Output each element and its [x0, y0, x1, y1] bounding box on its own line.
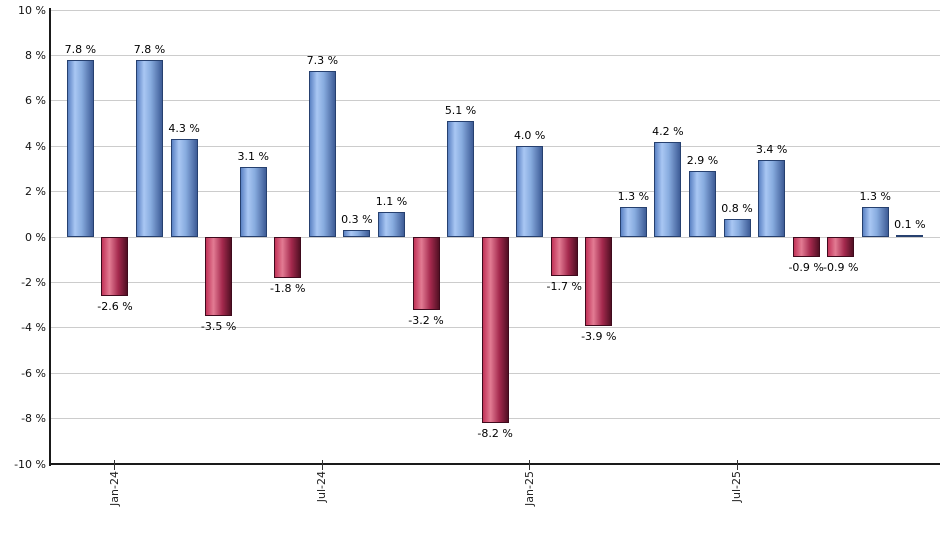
- bar-nov-25: [861, 207, 889, 237]
- y-axis-tick-label: -6 %: [21, 366, 46, 380]
- bar-aug-25: [758, 159, 786, 237]
- gridline-6: [49, 100, 940, 102]
- x-axis-tick-mark: [736, 460, 738, 470]
- bar-dec-24: [481, 237, 509, 424]
- bar-value-label: 4.2 %: [652, 124, 684, 138]
- bar-value-label: 0.3 %: [341, 213, 373, 227]
- bar-mar-25: [585, 237, 613, 326]
- y-axis-tick-label: -10 %: [14, 457, 46, 471]
- bar-value-label: 1.3 %: [617, 190, 650, 204]
- bar-may-24: [239, 166, 267, 237]
- y-axis-tick-label: -4 %: [21, 321, 46, 335]
- y-axis-tick-label: 6 %: [25, 94, 46, 108]
- x-axis-tick-mark: [114, 460, 116, 470]
- bar-jun-25: [688, 171, 716, 237]
- bar-may-25: [654, 141, 682, 237]
- bar-value-label: 5.1 %: [444, 104, 477, 118]
- bar-jan-24: [101, 237, 129, 297]
- bar-value-label: 3.1 %: [237, 149, 269, 163]
- bar-value-label: 1.1 %: [375, 195, 408, 209]
- bar-sep-24: [377, 212, 405, 237]
- bar-value-label: 0.8 %: [721, 201, 753, 215]
- x-axis-tick-label: Jul-24: [315, 471, 329, 503]
- bar-oct-25: [827, 237, 855, 258]
- x-axis-tick-label: Jul-25: [730, 471, 744, 503]
- y-axis-tick-label: 8 %: [25, 48, 46, 62]
- y-axis-tick-label: -2 %: [21, 275, 46, 289]
- gridline-2: [49, 191, 940, 193]
- bar-jun-24: [274, 237, 302, 278]
- x-axis-tick-label: Jan-25: [522, 471, 536, 506]
- bar-value-label: 0.1 %: [894, 217, 926, 231]
- bar-oct-24: [412, 237, 440, 310]
- bar-value-label: -1.8 %: [270, 281, 306, 295]
- y-axis-tick-label: 4 %: [25, 139, 46, 153]
- x-axis-tick-label: Jan-24: [107, 471, 121, 506]
- bar-value-label: -1.7 %: [546, 279, 582, 293]
- x-axis-line: [49, 463, 940, 465]
- gridline-8: [49, 54, 940, 56]
- bar-value-label: 2.9 %: [686, 154, 719, 168]
- bar-value-label: 4.0 %: [513, 129, 546, 143]
- bar-value-label: 7.8 %: [64, 42, 97, 56]
- y-axis-tick-label: -8 %: [21, 412, 46, 426]
- bar-sep-25: [792, 237, 820, 258]
- y-axis-tick-label: 0 %: [25, 230, 46, 244]
- y-axis-tick-label: 2 %: [25, 185, 46, 199]
- y-axis-tick-label: 10 %: [18, 3, 46, 17]
- y-axis-line: [49, 8, 51, 466]
- bar-value-label: -0.9 %: [823, 261, 859, 275]
- bar-value-label: 1.3 %: [859, 190, 891, 204]
- bar-value-label: -8.2 %: [477, 427, 513, 441]
- bar-value-label: -0.9 %: [788, 261, 824, 275]
- gridline-4: [49, 145, 940, 147]
- bar-feb-24: [136, 59, 164, 237]
- bar-mar-24: [170, 139, 198, 237]
- bar-value-label: 4.3 %: [168, 122, 200, 136]
- bar-value-label: -3.2 %: [408, 313, 444, 327]
- bar-dec-25: [896, 234, 924, 237]
- x-axis-tick-mark: [321, 460, 323, 470]
- bar-value-label: -3.9 %: [581, 329, 617, 343]
- x-axis-tick-mark: [529, 460, 531, 470]
- bar-value-label: 7.3 %: [306, 54, 339, 68]
- bar-jul-24: [308, 71, 336, 237]
- bar-apr-24: [205, 237, 233, 317]
- bar-aug-24: [343, 230, 371, 237]
- bar-jan-25: [516, 146, 544, 237]
- bar-value-label: -3.5 %: [200, 320, 237, 334]
- bar-value-label: 3.4 %: [755, 142, 788, 156]
- bar-apr-25: [619, 207, 647, 237]
- gridline-10: [49, 9, 940, 11]
- bar-jul-25: [723, 218, 751, 237]
- bar-feb-25: [550, 237, 578, 276]
- bar-value-label: 7.8 %: [133, 42, 166, 56]
- bar-dec-23: [66, 59, 94, 237]
- bar-nov-24: [447, 121, 475, 237]
- bar-value-label: -2.6 %: [97, 300, 133, 314]
